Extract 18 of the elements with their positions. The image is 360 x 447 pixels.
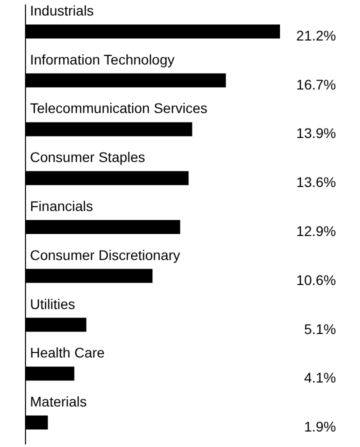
y-tick-label: Information Technology [30, 51, 174, 68]
y-tick-label: Financials [30, 198, 94, 214]
data-label: 13.9% [296, 125, 336, 142]
data-label: 4.1% [304, 370, 336, 386]
y-tick-label: Consumer Discretionary [30, 246, 180, 263]
data-label: 16.7% [296, 76, 336, 92]
y-tick-label: Utilities [30, 296, 76, 312]
y-tick-label: Telecommunication Services [30, 100, 208, 116]
data-label: 1.9% [304, 418, 336, 435]
y-tick-label: Health Care [30, 344, 105, 361]
data-label: 12.9% [296, 223, 336, 239]
y-tick-label: Consumer Staples [30, 149, 146, 166]
data-label: 10.6% [296, 272, 336, 288]
y-tick-label: Materials [30, 394, 87, 410]
data-label: 5.1% [304, 320, 336, 337]
data-label: 13.6% [296, 174, 336, 190]
y-tick-label: Industrials [30, 2, 94, 18]
data-label: 21.2% [296, 27, 336, 44]
